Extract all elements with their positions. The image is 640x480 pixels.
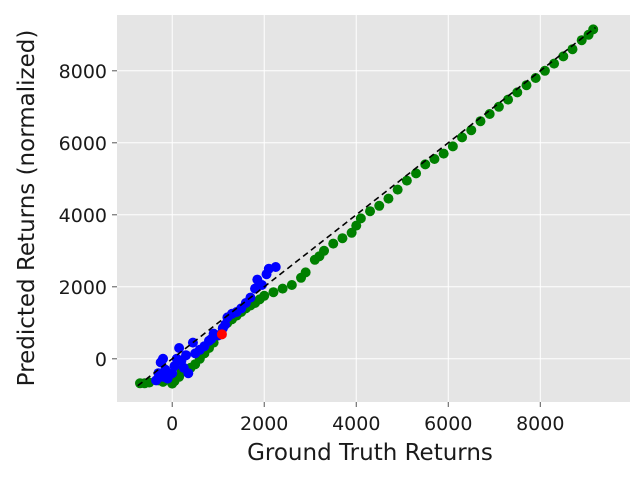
data-point [374, 200, 385, 211]
data-point [183, 368, 194, 379]
data-point [558, 51, 569, 62]
y-tick-label: 2000 [59, 277, 107, 299]
x-tick-label: 4000 [332, 413, 380, 435]
data-point [457, 132, 468, 143]
x-axis-label: Ground Truth Returns [247, 440, 493, 466]
x-tick-label: 8000 [516, 413, 564, 435]
data-point [466, 125, 477, 136]
y-tick-label: 0 [95, 349, 107, 371]
data-point [438, 148, 449, 159]
x-axis-ticks: 0 2000 4000 6000 8000 [166, 402, 564, 435]
data-point [319, 245, 330, 256]
data-point [268, 287, 279, 298]
data-point [181, 350, 192, 361]
data-point [259, 290, 270, 301]
data-point [337, 233, 348, 244]
data-point [174, 343, 185, 353]
y-axis-ticks: 0 2000 4000 6000 8000 [59, 61, 117, 371]
y-tick-label: 6000 [59, 133, 107, 155]
data-point [216, 329, 227, 340]
data-point [346, 227, 357, 238]
data-point [351, 220, 362, 231]
data-point [328, 238, 339, 249]
data-point [277, 283, 288, 294]
x-tick-label: 2000 [240, 413, 288, 435]
data-point [567, 44, 578, 55]
series-2 [216, 329, 227, 340]
x-tick-label: 0 [166, 413, 178, 435]
data-point [365, 206, 376, 217]
y-tick-label: 4000 [59, 205, 107, 227]
data-point [576, 35, 587, 46]
data-point [549, 58, 560, 69]
data-point [383, 193, 394, 204]
y-axis-label: Predicted Returns (normalized) [14, 30, 40, 387]
data-point [300, 267, 311, 278]
reference-diagonal-line [137, 26, 596, 387]
data-point [401, 175, 412, 186]
data-point [512, 87, 523, 98]
data-point [503, 94, 514, 105]
x-tick-label: 6000 [424, 413, 472, 435]
data-point [158, 353, 169, 364]
data-point [355, 213, 366, 224]
data-point [286, 280, 297, 290]
y-tick-label: 8000 [59, 61, 107, 83]
data-point [392, 184, 403, 195]
data-point [270, 262, 281, 272]
data-point [447, 141, 458, 152]
data-point [411, 168, 422, 179]
